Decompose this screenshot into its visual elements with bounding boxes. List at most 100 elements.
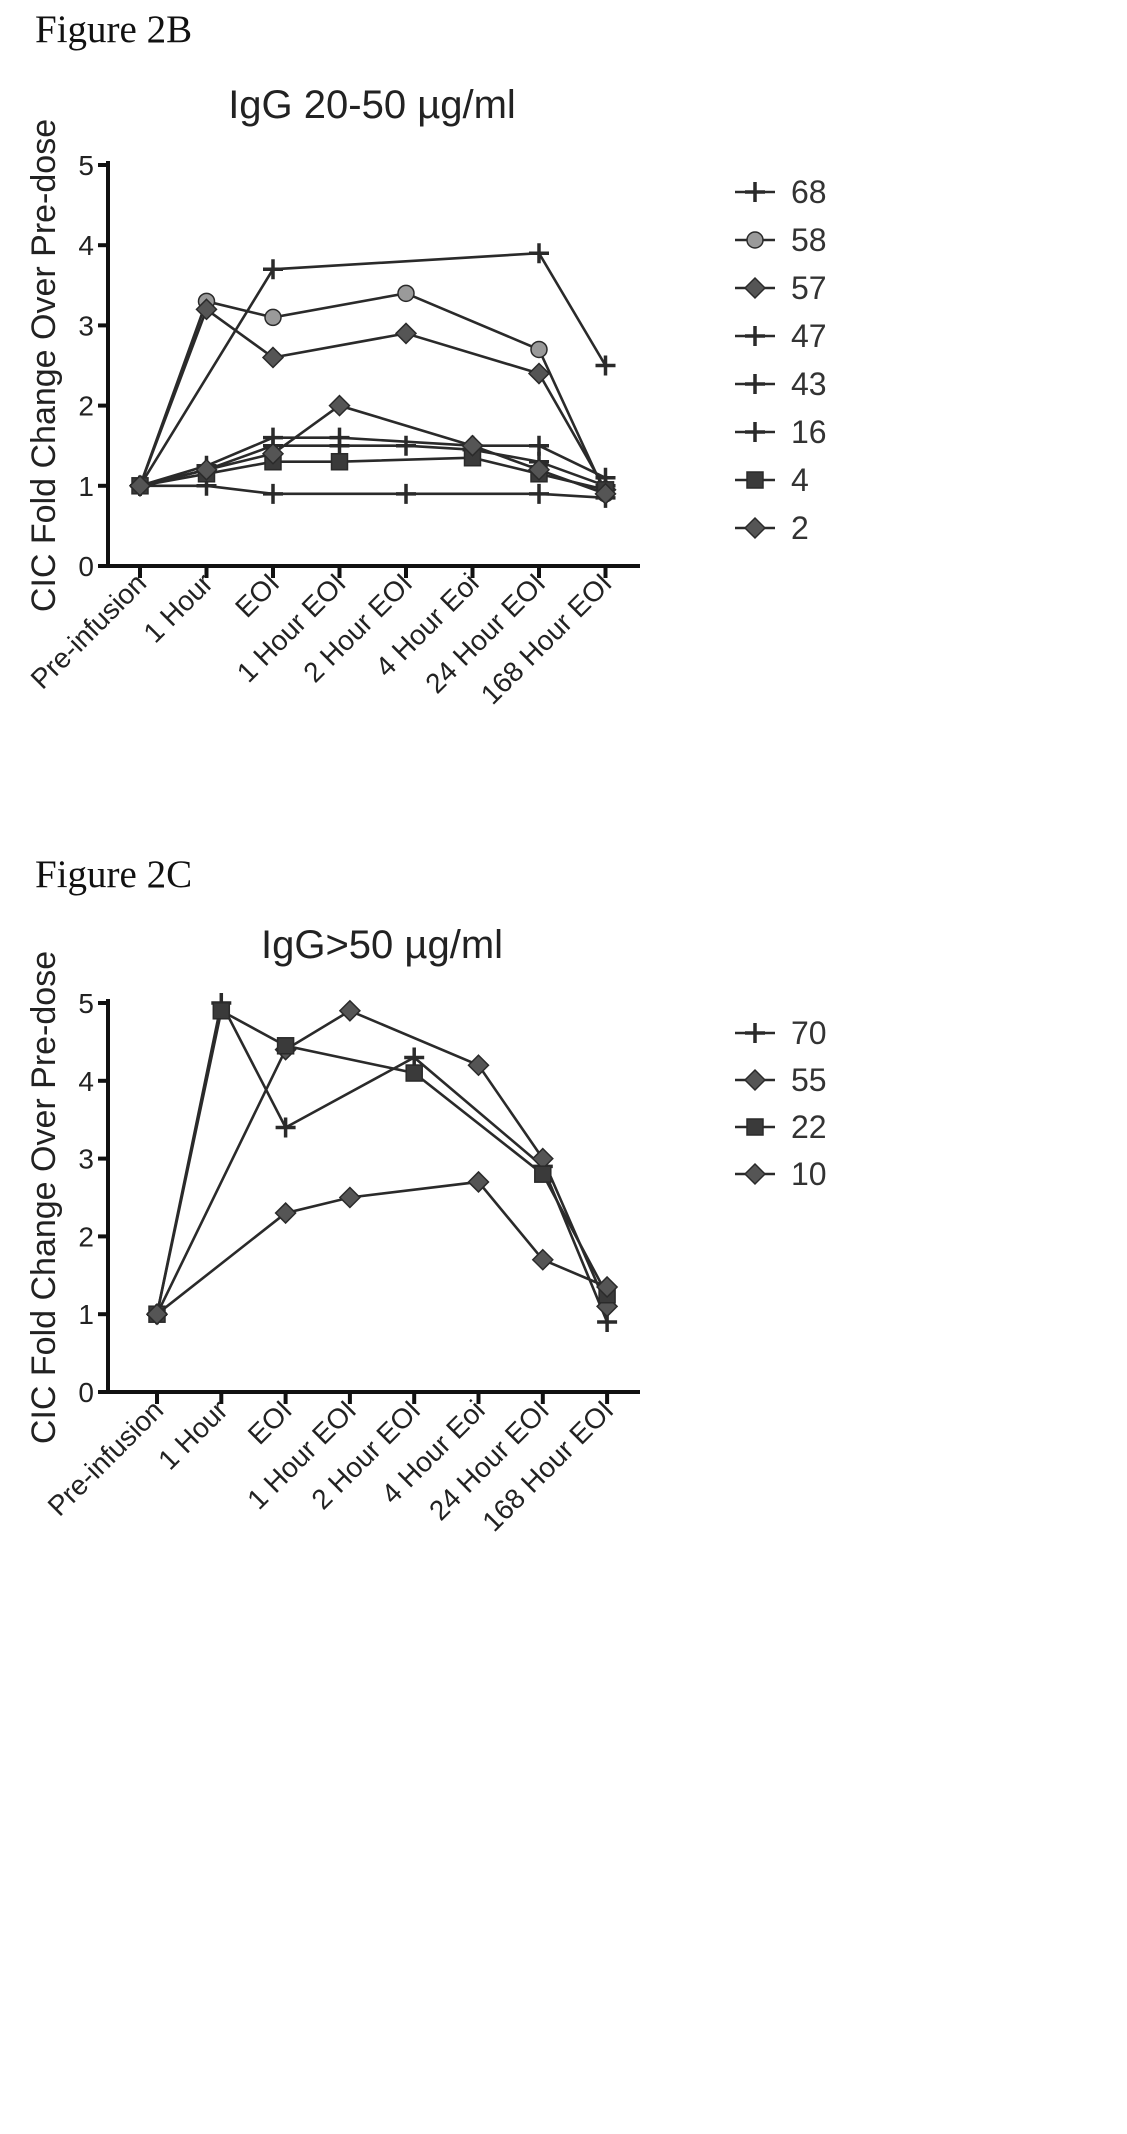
data-point xyxy=(274,1201,297,1225)
legend-item: 70 xyxy=(735,1015,827,1051)
data-point xyxy=(530,340,548,359)
legend-label: 57 xyxy=(791,270,827,306)
data-point xyxy=(745,1023,765,1043)
data-point xyxy=(534,1165,552,1183)
series-line xyxy=(155,1008,609,1315)
legend-item: 68 xyxy=(735,174,827,210)
data-point xyxy=(745,182,765,202)
data-point xyxy=(212,1002,231,1020)
data-point xyxy=(531,1248,554,1271)
data-point xyxy=(338,999,361,1022)
series-line xyxy=(156,1180,608,1316)
x-tick-label: 1 Hour xyxy=(152,1394,233,1475)
data-point xyxy=(595,355,616,376)
data-point xyxy=(128,474,152,497)
figure-label: Figure 2B xyxy=(35,8,192,51)
legend-label: 43 xyxy=(791,366,827,402)
y-tick-label: 0 xyxy=(78,1377,94,1408)
legend-item: 55 xyxy=(735,1062,827,1098)
legend-item: 57 xyxy=(735,270,827,306)
data-point xyxy=(328,394,351,417)
x-tick-label: EOI xyxy=(242,1394,298,1450)
legend-item: 2 xyxy=(735,510,809,546)
data-point xyxy=(261,442,285,465)
data-point xyxy=(746,1118,764,1136)
y-tick-label: 2 xyxy=(78,391,94,422)
data-point xyxy=(195,458,218,481)
series-2 xyxy=(128,394,617,505)
series-line xyxy=(138,251,607,487)
y-tick-label: 1 xyxy=(78,471,94,502)
data-point xyxy=(529,483,549,504)
legend-item: 4 xyxy=(735,462,809,498)
data-point xyxy=(394,322,418,345)
data-point xyxy=(404,1047,425,1068)
legend: 70 55 22 10 xyxy=(735,1015,827,1192)
series-line xyxy=(138,291,607,495)
data-point xyxy=(743,1162,767,1186)
y-axis-title: CIC Fold Change Over Pre-dose xyxy=(25,951,63,1444)
data-point xyxy=(743,516,767,540)
data-point xyxy=(263,483,283,504)
data-point xyxy=(743,1068,767,1092)
legend-label: 70 xyxy=(791,1015,827,1051)
data-point xyxy=(396,435,416,456)
data-point xyxy=(396,483,416,504)
data-point xyxy=(527,458,551,481)
data-point xyxy=(743,276,767,300)
y-tick-label: 3 xyxy=(78,1144,94,1175)
legend-item: 10 xyxy=(735,1156,827,1192)
data-point xyxy=(596,1275,619,1299)
legend-label: 55 xyxy=(791,1062,827,1098)
legend-label: 47 xyxy=(791,318,827,354)
data-point xyxy=(461,434,484,457)
legend: 68 58 57 47 43 16 4 2 xyxy=(735,174,827,546)
y-tick-label: 3 xyxy=(78,310,94,341)
legend-label: 22 xyxy=(791,1109,827,1145)
data-point xyxy=(145,1303,169,1326)
data-point xyxy=(275,1117,296,1138)
y-tick-label: 1 xyxy=(78,1299,94,1330)
series-10 xyxy=(145,1170,619,1326)
legend-label: 68 xyxy=(791,174,827,210)
data-point xyxy=(529,243,549,264)
data-point xyxy=(276,1037,295,1055)
figure-label: Figure 2C xyxy=(35,853,192,896)
data-point xyxy=(467,1054,490,1077)
series-line xyxy=(155,1009,609,1315)
y-tick-label: 4 xyxy=(78,1066,94,1097)
legend-label: 2 xyxy=(791,510,809,546)
y-tick-label: 5 xyxy=(78,150,94,181)
data-point xyxy=(195,298,218,321)
chart-2c: Figure 2C IgG>50 µg/ml CIC Fold Change Ove… xyxy=(25,853,827,1537)
legend-item: 43 xyxy=(735,366,827,402)
data-point xyxy=(746,471,764,489)
legend-label: 10 xyxy=(791,1156,827,1192)
x-tick-label: EOI xyxy=(229,567,285,623)
y-tick-label: 5 xyxy=(78,988,94,1019)
data-point xyxy=(397,284,415,303)
y-axis-title: CIC Fold Change Over Pre-dose xyxy=(25,119,63,612)
y-tick-label: 0 xyxy=(78,551,94,582)
data-point xyxy=(263,259,283,280)
legend-item: 47 xyxy=(735,318,827,354)
y-tick-label: 2 xyxy=(78,1221,94,1252)
legend-item: 22 xyxy=(735,1109,827,1145)
x-tick-label: 1 Hour xyxy=(137,567,218,648)
y-tick-label: 4 xyxy=(78,230,94,261)
data-point xyxy=(329,435,350,456)
data-point xyxy=(467,1170,490,1194)
data-point xyxy=(745,326,765,346)
data-point xyxy=(527,362,551,385)
legend-label: 58 xyxy=(791,222,827,258)
chart-title: IgG>50 µg/ml xyxy=(261,923,503,967)
data-point xyxy=(594,482,617,505)
data-point xyxy=(264,308,282,327)
legend-item: 16 xyxy=(735,414,827,450)
series-line xyxy=(138,307,607,491)
legend-label: 4 xyxy=(791,462,809,498)
series-line xyxy=(140,484,606,500)
chart-title: IgG 20-50 µg/ml xyxy=(228,83,516,127)
data-point xyxy=(746,231,764,249)
